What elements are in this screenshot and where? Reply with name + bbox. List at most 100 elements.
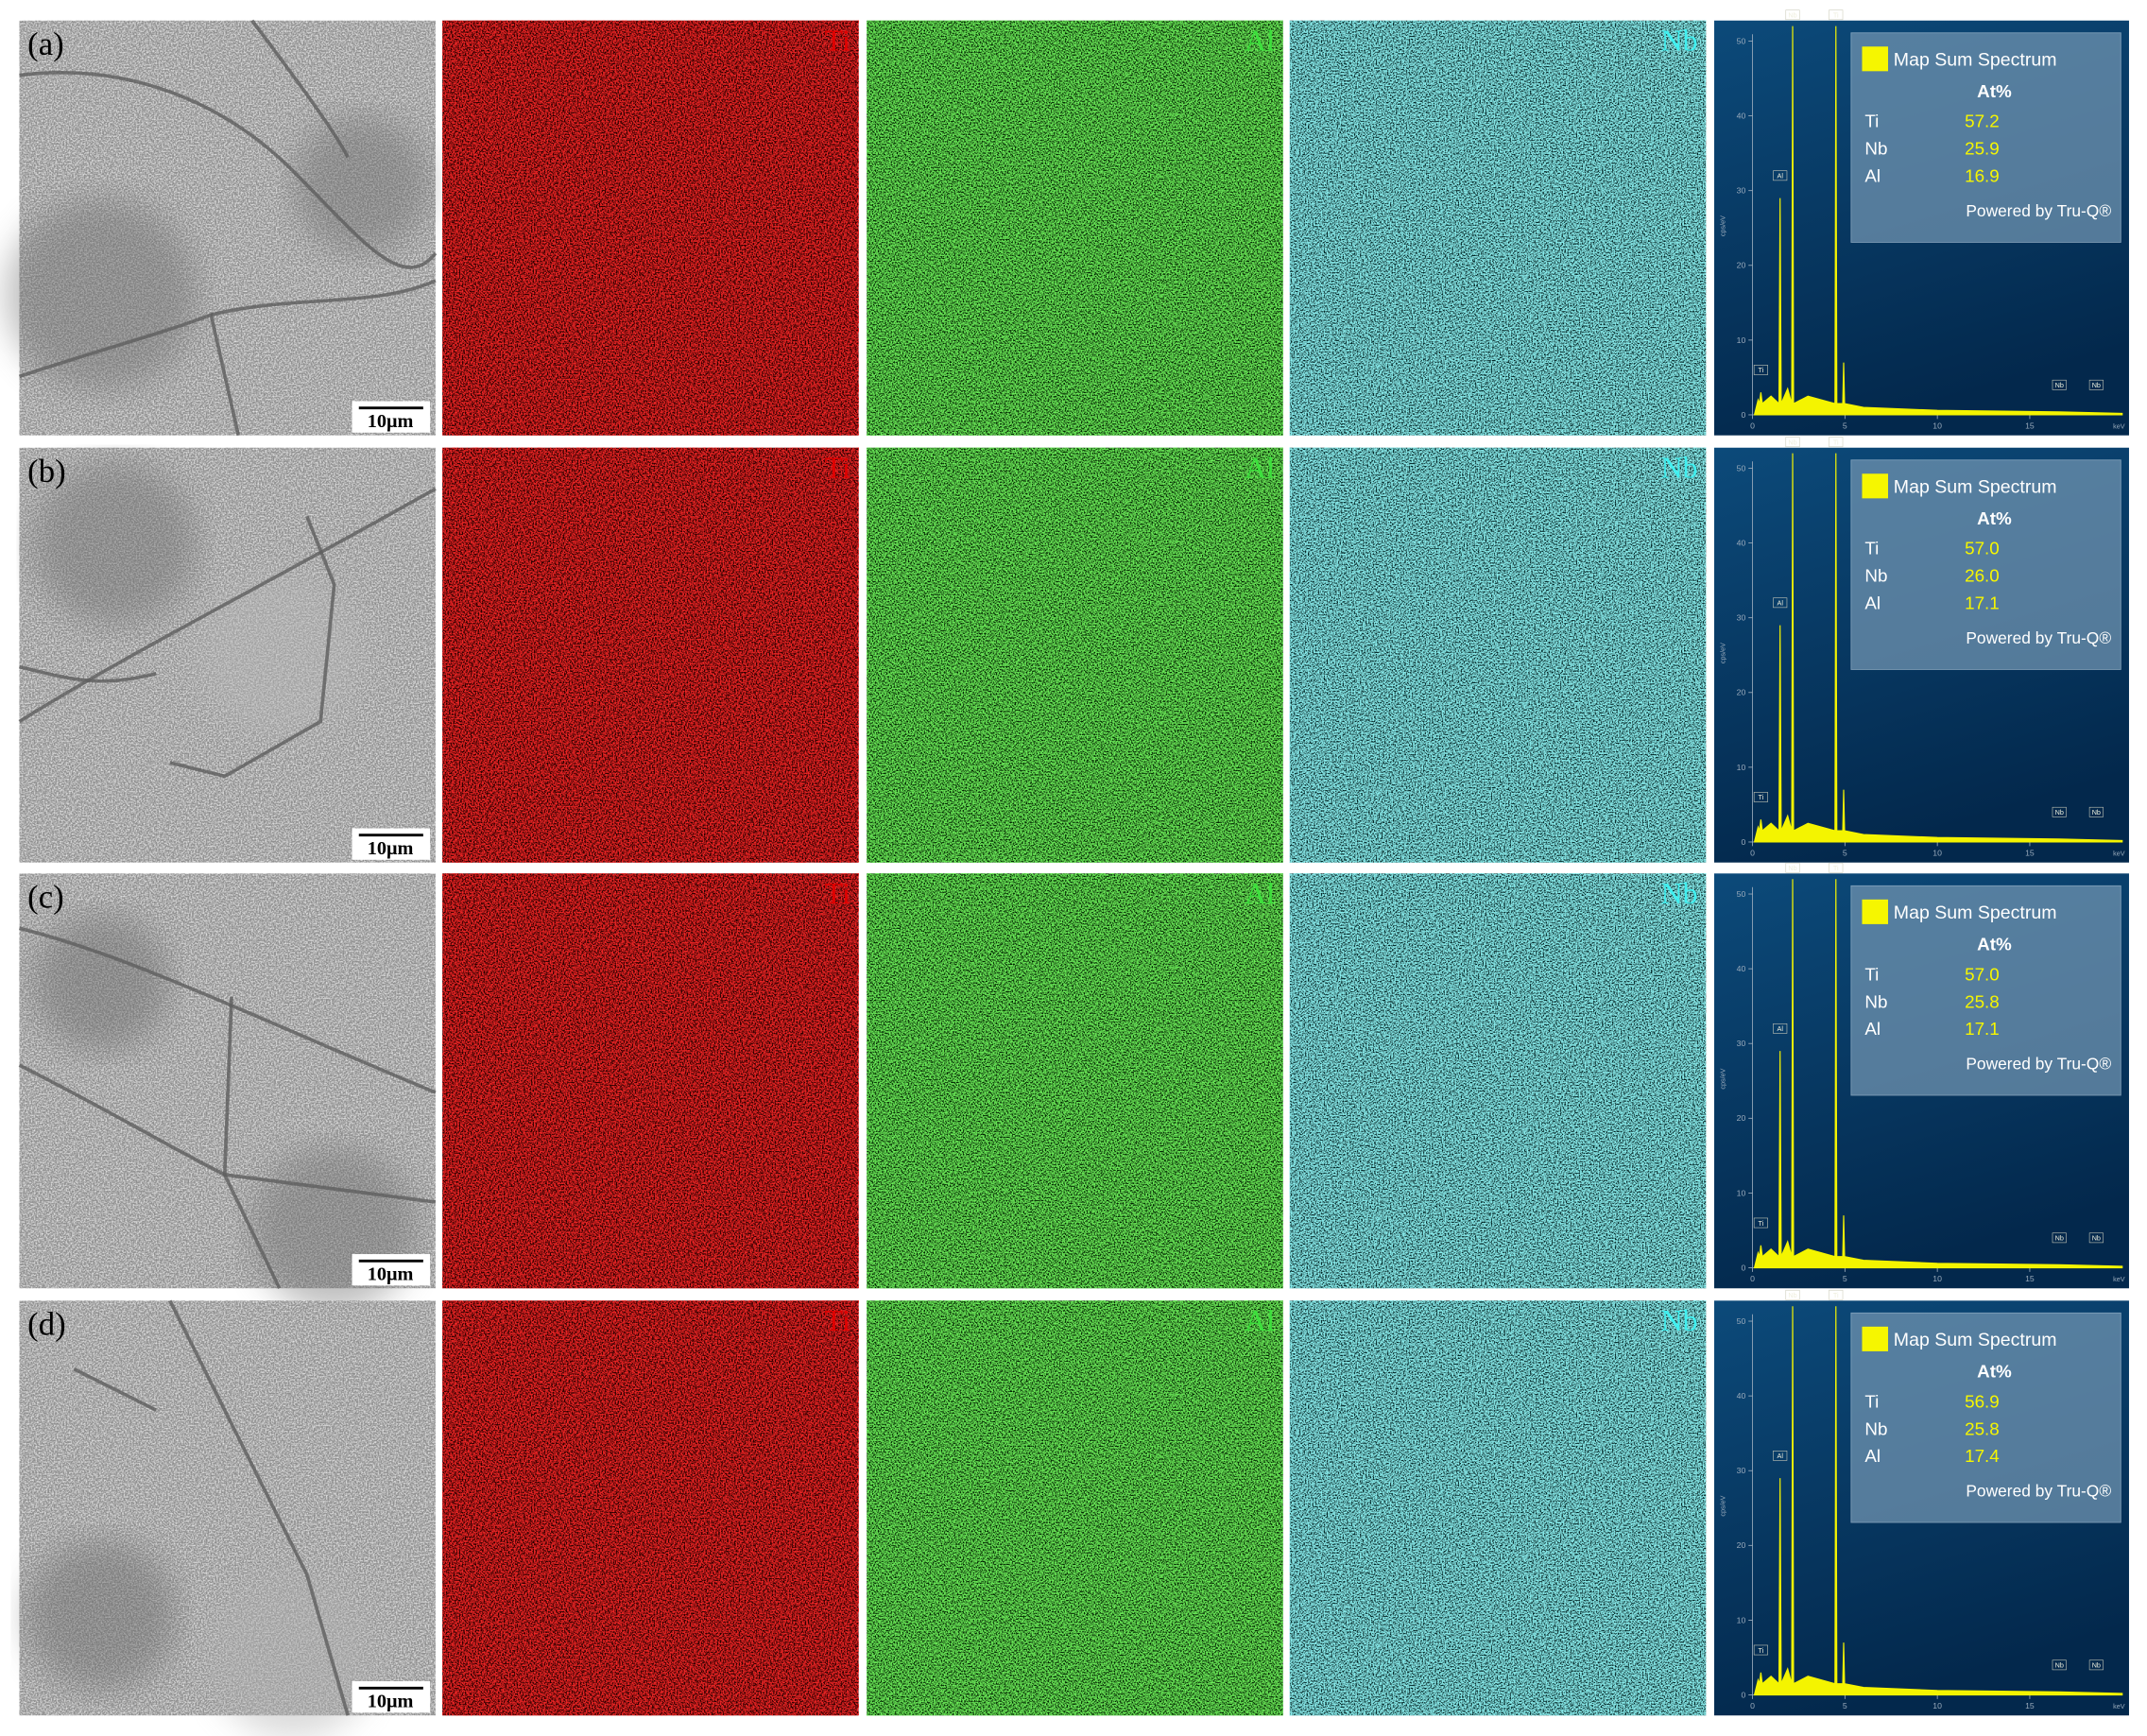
peak-label: Al [1777, 1024, 1783, 1033]
element-name: Ti [1864, 1391, 1879, 1411]
element-map: Al [867, 447, 1283, 863]
grain-boundary [169, 515, 336, 779]
y-tick-label: 40 [1737, 1391, 1746, 1401]
element-value: 57.0 [1965, 964, 2000, 984]
x-axis-label: keV [2113, 1275, 2125, 1283]
peak-label: Nb [2092, 808, 2101, 816]
powered-by: Powered by Tru-Q® [1966, 1481, 2111, 1500]
grain [293, 116, 431, 254]
peak-label: Nb [2055, 1234, 2064, 1243]
grain [32, 461, 198, 627]
peak-label-box [1773, 170, 1788, 181]
peak-label: Ti [1833, 438, 1839, 446]
grain-boundary [19, 664, 157, 683]
peak-label: Ti [1833, 10, 1839, 19]
grain-boundary [19, 926, 437, 1094]
peak-label: Nb [2055, 808, 2064, 816]
spectrum-panel: 0 10 20 30 40 50 0 5 10 15 cps/eV keV Ti Al Nb Ti Nb Nb Ma… [1714, 9, 2129, 436]
spectrum-curve [1753, 26, 2123, 416]
powered-by: Powered by Tru-Q® [1966, 628, 2111, 647]
y-tick-label: 40 [1737, 964, 1746, 973]
y-tick-label: 30 [1737, 613, 1746, 623]
element-label: Ti [825, 25, 850, 58]
sem-panel: (d) 10μm [19, 1299, 436, 1736]
element-name: Nb [1864, 1418, 1887, 1438]
map-image [442, 1300, 859, 1716]
sem-panel: (a) 10μm [5, 19, 438, 437]
x-tick-label: 15 [2025, 421, 2035, 430]
scale-bar-label: 10μm [368, 1264, 414, 1285]
peak-label: Al [1777, 172, 1783, 180]
y-tick-label: 0 [1741, 1690, 1745, 1699]
x-tick-label: 10 [1932, 1701, 1942, 1710]
peak-label-box [2052, 1659, 2067, 1671]
element-name: Nb [1864, 139, 1887, 159]
y-tick-label: 50 [1737, 1316, 1746, 1326]
element-value: 57.0 [1965, 539, 2000, 559]
element-map: Ti [442, 447, 859, 863]
panel-label: (c) [27, 879, 64, 916]
peak-label-box [2088, 1659, 2104, 1671]
peak-label: Ti [1758, 1646, 1763, 1655]
peak-label-box [1753, 365, 1768, 375]
grain [26, 1539, 178, 1692]
x-tick-label: 15 [2025, 1701, 2035, 1710]
grain [197, 571, 362, 735]
element-label: Nb [1661, 452, 1698, 485]
x-tick-label: 5 [1843, 848, 1847, 857]
panel-label: (a) [27, 26, 64, 62]
y-tick-label: 0 [1741, 410, 1745, 420]
legend-box [1850, 32, 2121, 243]
spectrum-curve [1753, 453, 2123, 843]
map-image [442, 873, 859, 1289]
element-value: 25.9 [1965, 139, 2000, 159]
legend-box [1850, 459, 2121, 670]
grain-boundary [73, 1367, 158, 1412]
y-tick-label: 10 [1737, 335, 1746, 345]
peak-label: Ti [1758, 793, 1763, 801]
y-axis-label: cps/eV [1719, 643, 1727, 663]
element-map: Ti [442, 20, 859, 436]
peak-label-box [2052, 379, 2067, 390]
element-map: Nb [1289, 873, 1707, 1289]
powered-by: Powered by Tru-Q® [1966, 1054, 2111, 1073]
spectrum-panel: 0 10 20 30 40 50 0 5 10 15 cps/eV keV Ti Al Nb Ti Nb Nb Ma… [1714, 1289, 2129, 1716]
peak-label-box [1753, 792, 1768, 802]
grain-boundary [168, 1299, 350, 1716]
peak-label: Nb [1788, 10, 1796, 19]
element-map: Ti [442, 1300, 859, 1716]
peak-label: Nb [2092, 1234, 2101, 1243]
peak-label: Nb [2055, 381, 2064, 389]
scale-bar-box [352, 828, 431, 860]
element-name: Nb [1864, 566, 1887, 586]
legend-title: Map Sum Spectrum [1894, 50, 2057, 71]
element-label: Ti [825, 452, 850, 485]
peak-label-box [1785, 1289, 1800, 1300]
element-map: Nb [1289, 447, 1707, 863]
peak-label: Ti [1833, 1291, 1839, 1299]
y-axis-label: cps/eV [1719, 1495, 1727, 1516]
spectrum-curve [1753, 879, 2123, 1269]
y-tick-label: 30 [1737, 186, 1746, 196]
element-name: Ti [1864, 112, 1879, 131]
element-label: Nb [1661, 877, 1698, 910]
grain-boundary [18, 487, 437, 724]
peak-label: Al [1777, 1452, 1783, 1460]
peak-label: Nb [2092, 1661, 2101, 1670]
element-name: Al [1864, 1019, 1881, 1039]
peak-label-box [1785, 862, 1800, 873]
x-tick-label: 5 [1843, 421, 1847, 430]
peak-label-box [1829, 862, 1844, 873]
y-tick-label: 40 [1737, 538, 1746, 547]
y-tick-label: 0 [1741, 837, 1745, 847]
element-map: Al [867, 20, 1283, 436]
y-tick-label: 20 [1737, 1540, 1746, 1550]
element-label: Nb [1661, 25, 1698, 58]
panel-label: (b) [27, 453, 66, 490]
legend-swatch [1862, 46, 1888, 72]
map-image [867, 873, 1283, 1289]
spectrum-curve [1753, 1306, 2123, 1696]
x-axis-label: keV [2113, 849, 2125, 857]
element-label: Al [1245, 1304, 1275, 1337]
x-tick-label: 15 [2025, 1274, 2035, 1283]
